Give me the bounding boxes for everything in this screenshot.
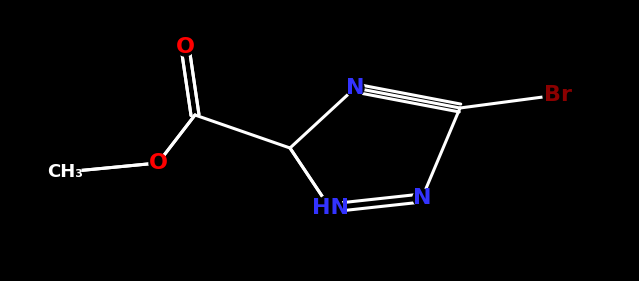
Circle shape bbox=[346, 79, 364, 97]
Text: N: N bbox=[346, 78, 364, 98]
Circle shape bbox=[317, 195, 343, 221]
Circle shape bbox=[176, 38, 194, 56]
Text: O: O bbox=[148, 153, 167, 173]
Circle shape bbox=[413, 189, 431, 207]
Circle shape bbox=[149, 154, 167, 172]
Text: HN: HN bbox=[311, 198, 348, 218]
Text: Br: Br bbox=[544, 85, 572, 105]
Text: O: O bbox=[176, 37, 194, 57]
Text: CH₃: CH₃ bbox=[47, 163, 83, 181]
Circle shape bbox=[49, 156, 81, 188]
Text: N: N bbox=[413, 188, 431, 208]
Circle shape bbox=[543, 80, 573, 110]
